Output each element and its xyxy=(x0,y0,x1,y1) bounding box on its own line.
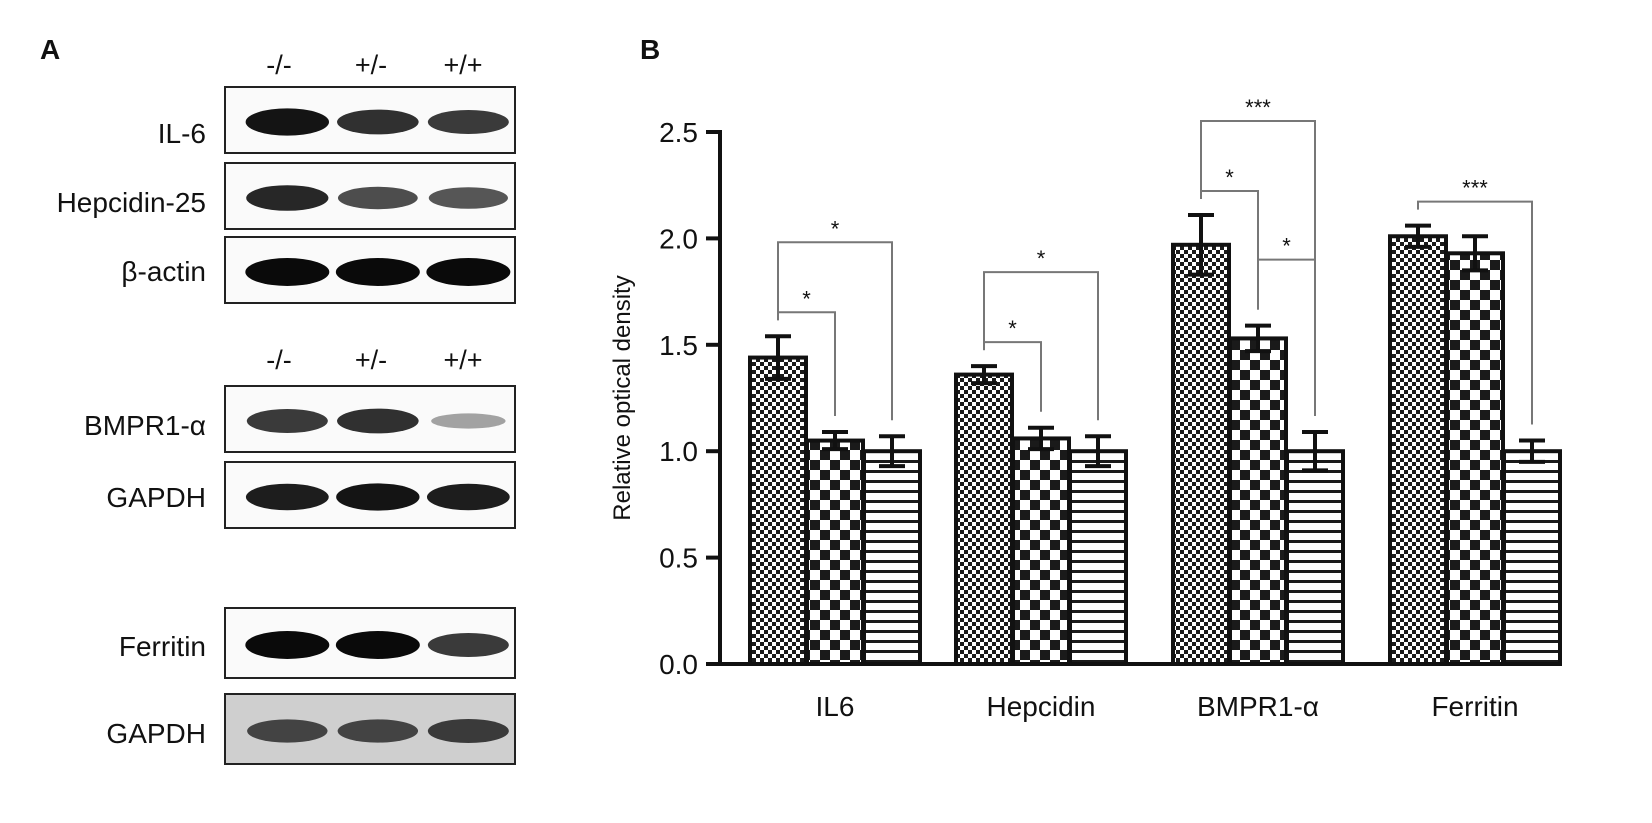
blot-label-il6: IL-6 xyxy=(157,118,206,149)
blot-band xyxy=(245,483,329,511)
significance-label: * xyxy=(1037,246,1046,271)
lane-label: -/- xyxy=(266,345,292,375)
blot-band xyxy=(431,413,506,429)
blot-band xyxy=(335,631,420,659)
y-tick-label: 0.5 xyxy=(659,543,698,574)
blot-band xyxy=(427,110,509,134)
blot-ferritin xyxy=(224,607,516,679)
x-tick-label: Hepcidin xyxy=(987,691,1096,722)
blot-band xyxy=(426,483,510,511)
blot-band xyxy=(245,108,330,136)
blot-label-gapdh-2: GAPDH xyxy=(106,718,206,749)
blot-band xyxy=(337,186,418,210)
blot-bmpr1a xyxy=(224,385,516,453)
significance-bracket xyxy=(1417,200,1533,425)
y-tick-label: 2.5 xyxy=(659,117,698,148)
bar xyxy=(954,372,1014,666)
significance-bracket xyxy=(983,271,1099,421)
blot-band xyxy=(335,258,420,286)
bar xyxy=(805,438,865,666)
blot-label-bmpr1a: BMPR1-α xyxy=(84,410,206,441)
bar xyxy=(1011,436,1071,666)
blot-hepcidin xyxy=(224,162,516,230)
blot-band xyxy=(428,187,508,209)
y-tick-label: 1.5 xyxy=(659,330,698,361)
blot-gapdh-2 xyxy=(224,693,516,765)
lane-label: +/- xyxy=(354,50,388,80)
y-tick-label: 2.0 xyxy=(659,223,698,254)
blot-band xyxy=(427,633,509,657)
bar xyxy=(1068,449,1128,667)
lane-label: -/- xyxy=(266,50,292,80)
lane-label: +/+ xyxy=(443,345,483,375)
blot-band xyxy=(426,258,511,286)
blot-beta-actin xyxy=(224,236,516,304)
bar xyxy=(748,355,808,666)
significance-label: *** xyxy=(1462,176,1488,201)
blot-label-beta-actin: β-actin xyxy=(121,256,206,287)
blot-band xyxy=(247,719,328,743)
blot-label-ferritin: Ferritin xyxy=(118,631,206,662)
significance-label: * xyxy=(802,286,811,311)
blot-band xyxy=(337,408,419,434)
significance-label: * xyxy=(1282,234,1291,259)
bar xyxy=(1285,449,1345,667)
blot-band xyxy=(245,631,330,659)
bar xyxy=(1445,251,1505,667)
blot-band xyxy=(246,185,329,211)
blot-band xyxy=(336,483,420,511)
blot-band xyxy=(427,719,509,743)
x-tick-label: BMPR1-α xyxy=(1197,691,1319,722)
bar xyxy=(862,449,922,667)
bar xyxy=(1388,234,1448,666)
significance-label: *** xyxy=(1245,95,1271,120)
blot-label-hepcidin: Hepcidin-25 xyxy=(56,187,206,218)
significance-bracket xyxy=(777,241,893,421)
lane-label: +/- xyxy=(354,345,388,375)
y-tick-label: 1.0 xyxy=(659,436,698,467)
significance-label: * xyxy=(831,216,840,241)
x-tick-label: IL6 xyxy=(816,691,855,722)
blot-il6 xyxy=(224,86,516,154)
x-tick-label: Ferritin xyxy=(1431,691,1518,722)
y-tick-label: 0.0 xyxy=(659,649,698,680)
bar-chart: 0.0 0.5 1.0 1.5 2.0 2.5 Relative optical densi… xyxy=(600,90,1652,818)
blot-gapdh-1 xyxy=(224,461,516,529)
bar xyxy=(1171,242,1231,666)
bar xyxy=(1228,336,1288,667)
bar xyxy=(1502,449,1562,667)
lane-label: +/+ xyxy=(443,50,483,80)
panel-a-letter: A xyxy=(40,34,61,65)
blot-band xyxy=(337,719,419,743)
y-axis-label: Relative optical density xyxy=(609,275,636,520)
significance-label: * xyxy=(1225,165,1234,190)
blot-band xyxy=(246,409,328,433)
significance-label: * xyxy=(1008,316,1017,341)
chart-svg: 0.0 0.5 1.0 1.5 2.0 2.5 Relative optical densi… xyxy=(609,95,1562,722)
blot-label-gapdh-1: GAPDH xyxy=(106,482,206,513)
blot-band xyxy=(337,109,419,135)
blot-band xyxy=(245,258,330,286)
significance-bracket xyxy=(1200,119,1316,417)
panel-b-letter: B xyxy=(640,34,661,65)
